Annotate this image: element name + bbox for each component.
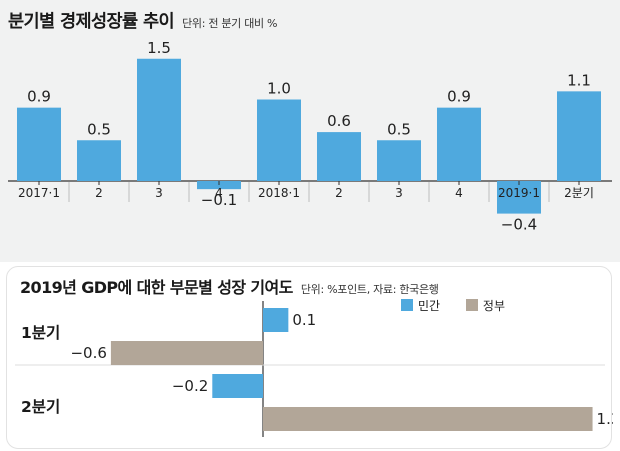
growth-chart-panel: 분기별 경제성장률 추이 단위: 전 분기 대비 % 0.9 2017·1 0.5 2…	[0, 0, 620, 262]
data-label: −0.2	[172, 377, 208, 395]
data-label: 0.6	[327, 112, 351, 130]
data-label: −0.1	[201, 191, 237, 209]
x-tick-label: 2019·1	[498, 186, 540, 200]
data-label: −0.6	[70, 344, 106, 362]
data-label: 0.5	[387, 120, 411, 138]
bar	[263, 308, 289, 332]
legend-item-private: 민간	[401, 297, 440, 314]
x-tick-label: 2017·1	[18, 186, 60, 200]
contribution-title-row: 2019년 GDP에 대한 부문별 성장 기여도 단위: %포인트, 자료: 한…	[20, 274, 439, 298]
legend-label-private: 민간	[418, 299, 441, 313]
bar	[317, 132, 361, 181]
data-label: −0.4	[501, 216, 537, 234]
bar	[497, 181, 541, 214]
bar	[263, 407, 593, 431]
data-label: 1.1	[567, 71, 591, 89]
legend-label-government: 정부	[482, 299, 506, 313]
contribution-chart-title: 2019년 GDP에 대한 부문별 성장 기여도	[20, 278, 293, 297]
x-tick-label: 2	[95, 186, 103, 200]
legend-swatch-government	[465, 299, 478, 311]
bar	[257, 99, 301, 181]
x-tick-label: 3	[155, 186, 163, 200]
contribution-chart-panel: 2019년 GDP에 대한 부문별 성장 기여도 단위: %포인트, 자료: 한…	[6, 266, 613, 449]
x-tick-label: 2분기	[564, 186, 594, 200]
growth-chart-title: 분기별 경제성장률 추이	[8, 12, 175, 32]
data-label: 0.5	[87, 120, 111, 138]
bar	[557, 91, 601, 181]
legend: 민간 정부	[401, 297, 527, 314]
bar	[77, 140, 121, 181]
x-tick-label: 2	[335, 186, 343, 200]
bar	[197, 181, 241, 190]
x-tick-label: 4	[455, 186, 463, 200]
contribution-chart-unit: 단위: %포인트, 자료: 한국은행	[300, 283, 439, 296]
data-label: 1.0	[267, 80, 291, 98]
legend-swatch-private	[401, 299, 413, 311]
data-label: 1.3	[597, 410, 613, 428]
bar	[137, 58, 181, 181]
bar	[110, 341, 264, 365]
category-label: 1분기	[21, 324, 60, 342]
growth-chart-unit: 단위: 전 분기 대비 %	[182, 17, 278, 30]
bar	[437, 107, 481, 181]
bar	[17, 107, 61, 181]
data-label: 1.5	[147, 39, 171, 57]
x-tick-label: 2018·1	[258, 186, 300, 200]
bar	[377, 140, 421, 181]
legend-item-government: 정부	[465, 297, 506, 314]
bar	[212, 374, 263, 398]
x-tick-label: 4	[215, 186, 223, 200]
category-label: 2분기	[21, 398, 60, 416]
data-label: 0.1	[292, 311, 316, 329]
contribution-bar-chart: 1분기 0.1 −0.6 2분기 −0.2 1.3	[15, 301, 613, 437]
data-label: 0.9	[447, 88, 471, 106]
x-tick-label: 3	[395, 186, 403, 200]
data-label: 0.9	[27, 88, 51, 106]
chart-title: 분기별 경제성장률 추이 단위: 전 분기 대비 %	[8, 8, 277, 33]
